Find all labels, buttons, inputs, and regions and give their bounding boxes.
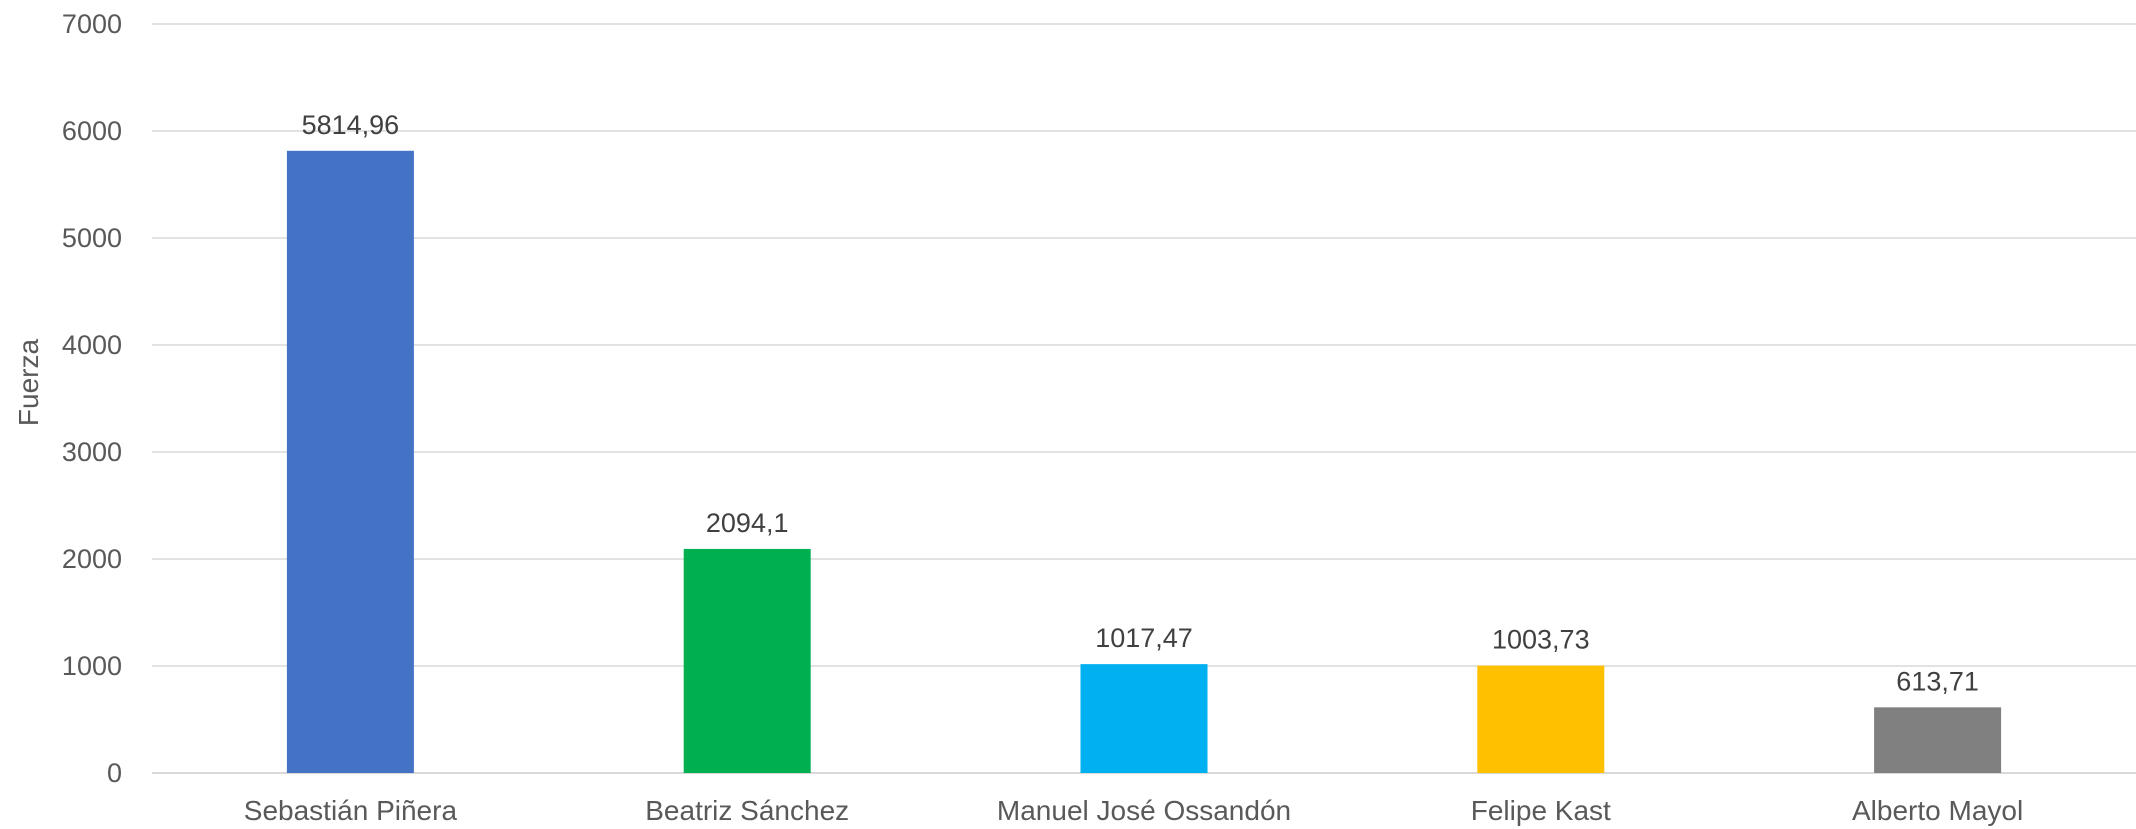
bar [1874, 707, 2002, 773]
gridlines [152, 23, 2136, 774]
y-tick-label: 0 [107, 758, 122, 788]
x-category-label: Alberto Mayol [1852, 795, 2023, 826]
data-label: 1003,73 [1492, 625, 1590, 655]
y-tick-label: 4000 [62, 330, 122, 360]
y-axis-ticks: 0 1000 2000 3000 4000 5000 6000 7000 [62, 9, 122, 788]
y-tick-label: 5000 [62, 223, 122, 253]
x-axis-labels: Sebastián Piñera Beatriz Sánchez Manuel Jo… [244, 795, 2023, 826]
bar [1477, 665, 1605, 773]
data-label: 5814,96 [302, 110, 400, 140]
y-tick-label: 6000 [62, 116, 122, 146]
data-label: 613,71 [1896, 666, 1979, 696]
x-category-label: Felipe Kast [1471, 795, 1611, 826]
y-tick-label: 7000 [62, 9, 122, 39]
x-category-label: Manuel José Ossandón [997, 795, 1291, 826]
y-tick-label: 1000 [62, 651, 122, 681]
y-tick-label: 2000 [62, 544, 122, 574]
data-label: 2094,1 [706, 508, 789, 538]
bar [683, 548, 811, 773]
x-category-label: Beatriz Sánchez [645, 795, 849, 826]
data-labels: 5814,96 2094,1 1017,47 1003,73 613,71 [302, 110, 1979, 697]
bar [286, 150, 414, 773]
bar [1080, 664, 1208, 773]
bars [286, 150, 2002, 773]
data-label: 1017,47 [1095, 623, 1193, 653]
y-tick-label: 3000 [62, 437, 122, 467]
x-category-label: Sebastián Piñera [244, 795, 458, 826]
y-axis-title: Fuerza [13, 339, 44, 427]
